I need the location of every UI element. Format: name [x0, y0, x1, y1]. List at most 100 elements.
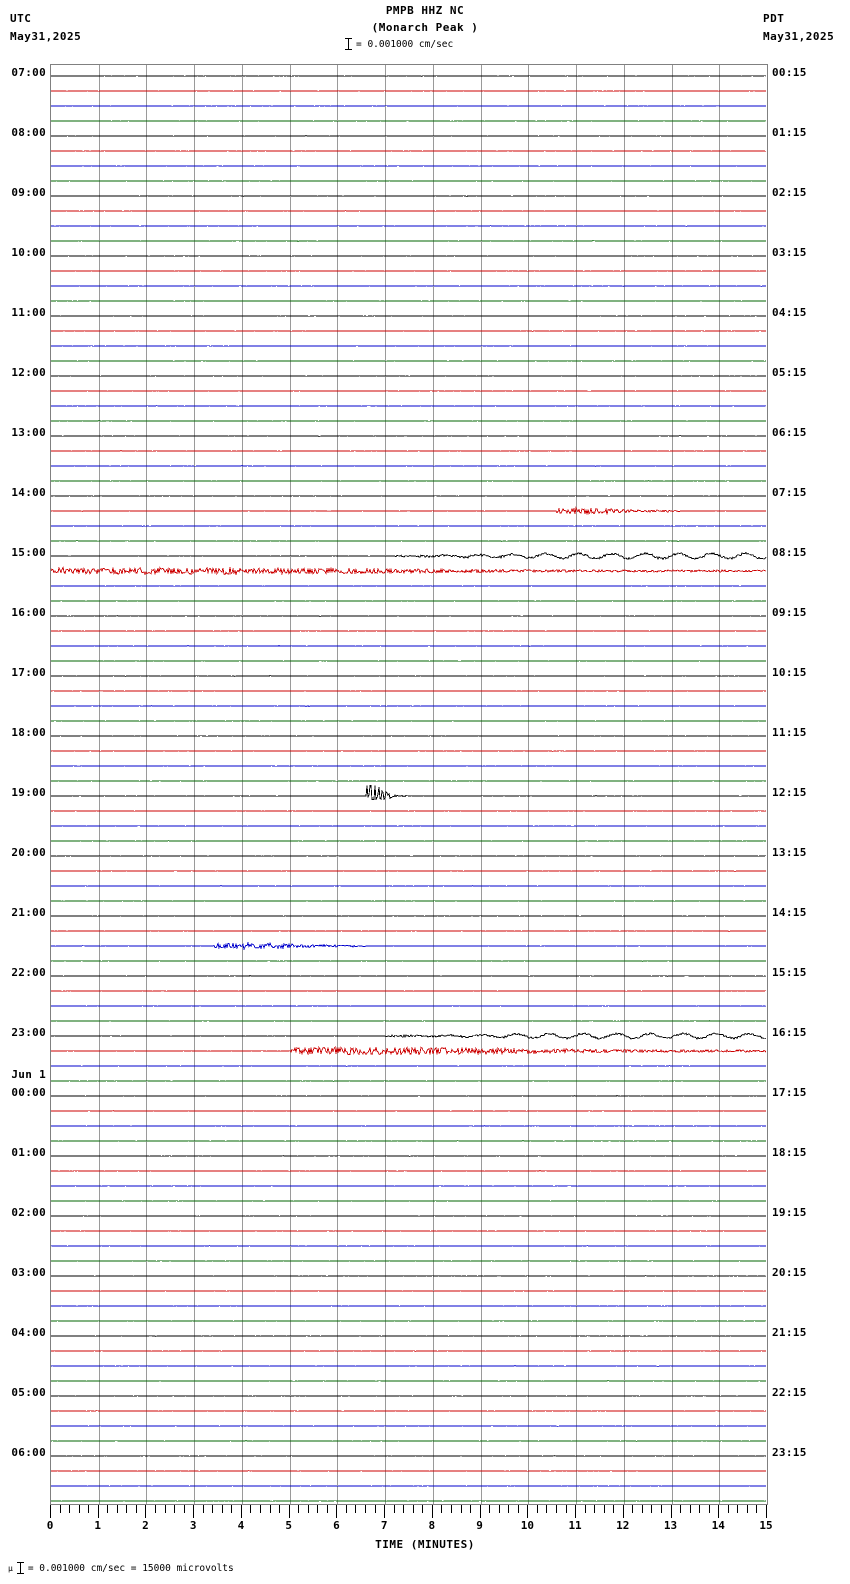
axis-minor-tick: [403, 1505, 405, 1513]
trace-path: [51, 1350, 767, 1352]
axis-minor-tick: [470, 1505, 472, 1513]
footer-scale-icon: [16, 1562, 24, 1574]
seismic-trace-row: [51, 1475, 767, 1490]
trace-path: [51, 525, 767, 527]
seismic-trace-row: [51, 290, 767, 305]
trace-path: [51, 675, 767, 677]
pdt-hour-label: 09:15: [772, 606, 807, 619]
trace-path: [51, 870, 767, 872]
axis-minor-tick: [689, 1505, 691, 1513]
axis-tick-label: 6: [333, 1519, 340, 1532]
trace-path: [51, 315, 767, 317]
trace-path: [51, 1290, 767, 1292]
trace-path: [51, 645, 767, 647]
pdt-hour-label: 20:15: [772, 1266, 807, 1279]
pdt-date-label: May31,2025: [763, 30, 835, 43]
vertical-gridline: [241, 65, 243, 1504]
seismic-trace-row: [51, 1490, 767, 1504]
trace-path: [51, 1410, 767, 1412]
axis-minor-tick: [174, 1505, 176, 1513]
utc-hour-label: 01:00: [11, 1146, 46, 1159]
utc-hour-label: 23:00: [11, 1026, 46, 1039]
utc-hour-label: 11:00: [11, 306, 46, 319]
axis-tick-label: 10: [520, 1519, 534, 1532]
seismic-trace-row: [51, 80, 767, 95]
pdt-hour-label: 13:15: [772, 846, 807, 859]
seismic-trace-row: [51, 1295, 767, 1310]
pdt-hour-label: 00:15: [772, 66, 807, 79]
axis-tick-label: 8: [428, 1519, 436, 1532]
trace-path: [51, 540, 767, 542]
trace-path: [51, 180, 767, 182]
trace-path: [51, 105, 767, 107]
trace-path: [51, 1110, 767, 1112]
trace-path: [51, 705, 767, 707]
axis-major-tick: [431, 1505, 433, 1518]
utc-timezone-label: UTC: [10, 12, 32, 25]
axis-minor-tick: [632, 1505, 634, 1513]
axis-minor-tick: [107, 1505, 109, 1513]
vertical-gridline: [480, 65, 482, 1504]
seismic-trace-row: [51, 1400, 767, 1415]
x-axis: 0 1 2 3 4 5 6 7 8 9 10 11 12 13 14 15: [47, 1505, 773, 1532]
axis-minor-tick: [498, 1505, 500, 1513]
utc-hour-label: 00:00: [11, 1086, 46, 1099]
vertical-gridline: [432, 65, 434, 1504]
trace-path: [51, 1065, 767, 1067]
trace-path: [51, 566, 767, 575]
trace-path: [51, 285, 766, 287]
axis-minor-tick: [660, 1505, 662, 1513]
pdt-hour-label: 07:15: [772, 486, 807, 499]
axis-minor-tick: [594, 1505, 596, 1513]
trace-path: [51, 810, 767, 812]
seismic-trace-row: [51, 215, 767, 230]
seismic-trace-row: [51, 530, 767, 545]
trace-path: [51, 1080, 767, 1082]
utc-hour-label: 05:00: [11, 1386, 46, 1399]
trace-path: [51, 1425, 767, 1427]
trace-path: [51, 600, 767, 602]
vertical-gridline: [528, 65, 530, 1504]
scale-bar-label: = 0.001000 cm/sec: [356, 38, 454, 50]
trace-path: [51, 1485, 767, 1487]
pdt-hour-label: 19:15: [772, 1206, 807, 1219]
axis-major-tick: [336, 1505, 338, 1518]
seismic-trace-row: [51, 1430, 767, 1445]
trace-path: [51, 240, 767, 242]
trace-path: [51, 765, 767, 767]
seismic-trace-row: [51, 995, 767, 1010]
axis-minor-tick: [546, 1505, 548, 1513]
seismic-trace-row: [51, 170, 767, 185]
axis-minor-tick: [441, 1505, 443, 1513]
vertical-gridline: [146, 65, 148, 1504]
axis-minor-tick: [565, 1505, 567, 1513]
trace-path: [51, 195, 767, 197]
trace-path: [51, 1305, 767, 1307]
axis-tick-label: 3: [189, 1519, 197, 1532]
trace-path: [51, 1260, 767, 1262]
axis-tick-label: 9: [476, 1519, 483, 1532]
seismic-trace-row: [51, 1445, 767, 1460]
pdt-hour-label: 02:15: [772, 186, 807, 199]
trace-path: [51, 615, 767, 617]
seismic-trace-row: [51, 620, 767, 635]
axis-minor-tick: [584, 1505, 586, 1513]
trace-path: [51, 551, 767, 560]
seismic-trace-row: [51, 1040, 767, 1055]
axis-tick-label: 14: [711, 1519, 725, 1532]
seismic-trace-row: [51, 650, 767, 665]
trace-path: [51, 345, 767, 347]
helicorder-plot[interactable]: [50, 64, 768, 1505]
axis-minor-tick: [756, 1505, 758, 1513]
axis-major-tick: [670, 1505, 672, 1518]
axis-major-tick: [288, 1505, 290, 1518]
axis-minor-tick: [59, 1505, 61, 1513]
seismic-trace-row: [51, 740, 767, 755]
vertical-gridline: [98, 65, 100, 1504]
seismic-trace-row: [51, 1325, 767, 1340]
seismic-trace-row: [51, 1190, 767, 1205]
seismic-trace-row: [51, 1160, 767, 1175]
seismic-trace-row: [51, 200, 767, 215]
trace-path: [51, 506, 767, 515]
seismic-trace-row: [51, 275, 767, 290]
